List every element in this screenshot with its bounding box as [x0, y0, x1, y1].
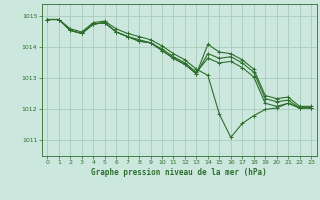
- X-axis label: Graphe pression niveau de la mer (hPa): Graphe pression niveau de la mer (hPa): [91, 168, 267, 177]
